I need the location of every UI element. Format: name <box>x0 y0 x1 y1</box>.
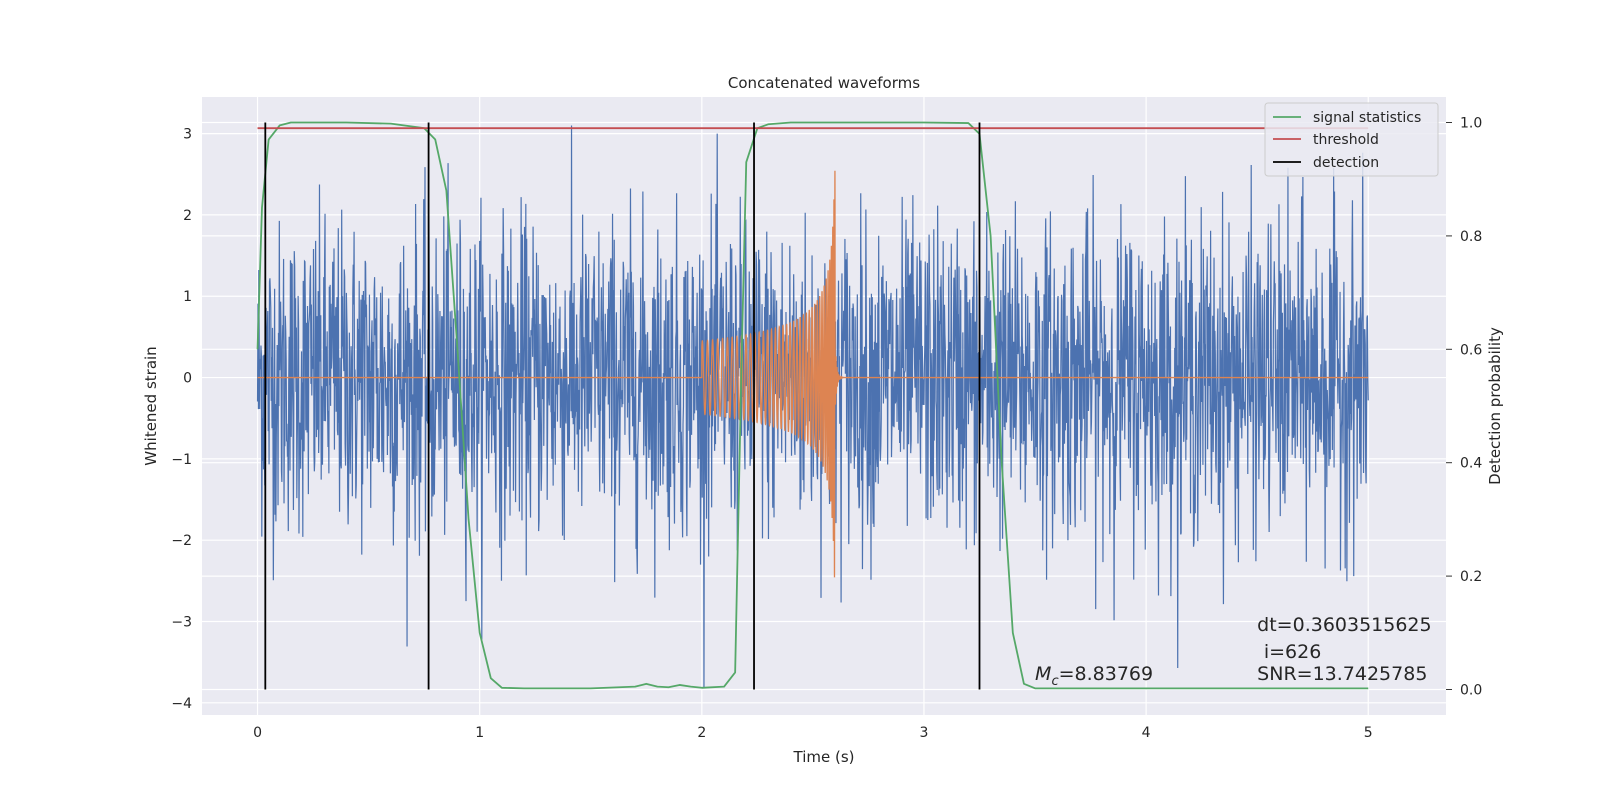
legend-label-signal-statistics: signal statistics <box>1313 110 1421 126</box>
legend-label-detection: detection <box>1313 155 1379 171</box>
y-tick-label-right: 0.2 <box>1460 569 1482 585</box>
y-tick-label-right: 0.8 <box>1460 229 1482 245</box>
legend-box <box>1264 102 1439 177</box>
x-tick-label: 0 <box>253 725 262 741</box>
x-tick-label: 3 <box>920 725 929 741</box>
y-tick-label-left: −1 <box>171 452 192 468</box>
detection-series <box>256 121 1369 690</box>
chart-title: Concatenated waveforms <box>728 74 920 92</box>
signal-statistics-line <box>256 121 1369 690</box>
y-tick-label-left: −3 <box>171 614 192 630</box>
y-tick-label-left: 2 <box>183 208 192 224</box>
y-tick-label-left: −2 <box>171 533 192 549</box>
annotation-2: SNR=13.7425785 <box>1257 663 1427 685</box>
y-axis-label-right: Detection probability <box>1486 327 1504 485</box>
y-tick-label-right: 0.0 <box>1460 682 1482 698</box>
y-axis-label-left: Whitened strain <box>142 346 160 465</box>
annotation-3: Mc=8.83769 <box>1035 663 1153 689</box>
y-tick-label-right: 1.0 <box>1460 116 1482 132</box>
x-tick-label: 2 <box>697 725 706 741</box>
y-tick-label-left: −4 <box>171 696 192 712</box>
y-tick-label-right: 0.6 <box>1460 342 1482 358</box>
y-tick-label-right: 0.4 <box>1460 456 1482 472</box>
x-tick-label: 1 <box>475 725 484 741</box>
y-tick-label-left: 0 <box>183 371 192 387</box>
template-waveform <box>257 170 1369 578</box>
annotation-1: i=626 <box>1264 641 1321 663</box>
axis-ticks: 0 1 2 3 4 5 −4 −3 −2 −1 0 1 2 3 0.0 0.2 0.4 0.6 0.8 1.0 <box>171 116 1482 741</box>
legend-label-threshold: threshold <box>1313 132 1379 148</box>
legend: signal statistics threshold detection <box>1264 102 1439 177</box>
annotation-0: dt=0.3603515625 <box>1257 614 1431 636</box>
y-tick-label-left: 3 <box>183 127 192 143</box>
template-line <box>257 170 1369 578</box>
x-axis-label: Time (s) <box>793 748 855 766</box>
y-tick-label-left: 1 <box>183 289 192 305</box>
x-tick-label: 5 <box>1364 725 1373 741</box>
x-tick-label: 4 <box>1142 725 1151 741</box>
